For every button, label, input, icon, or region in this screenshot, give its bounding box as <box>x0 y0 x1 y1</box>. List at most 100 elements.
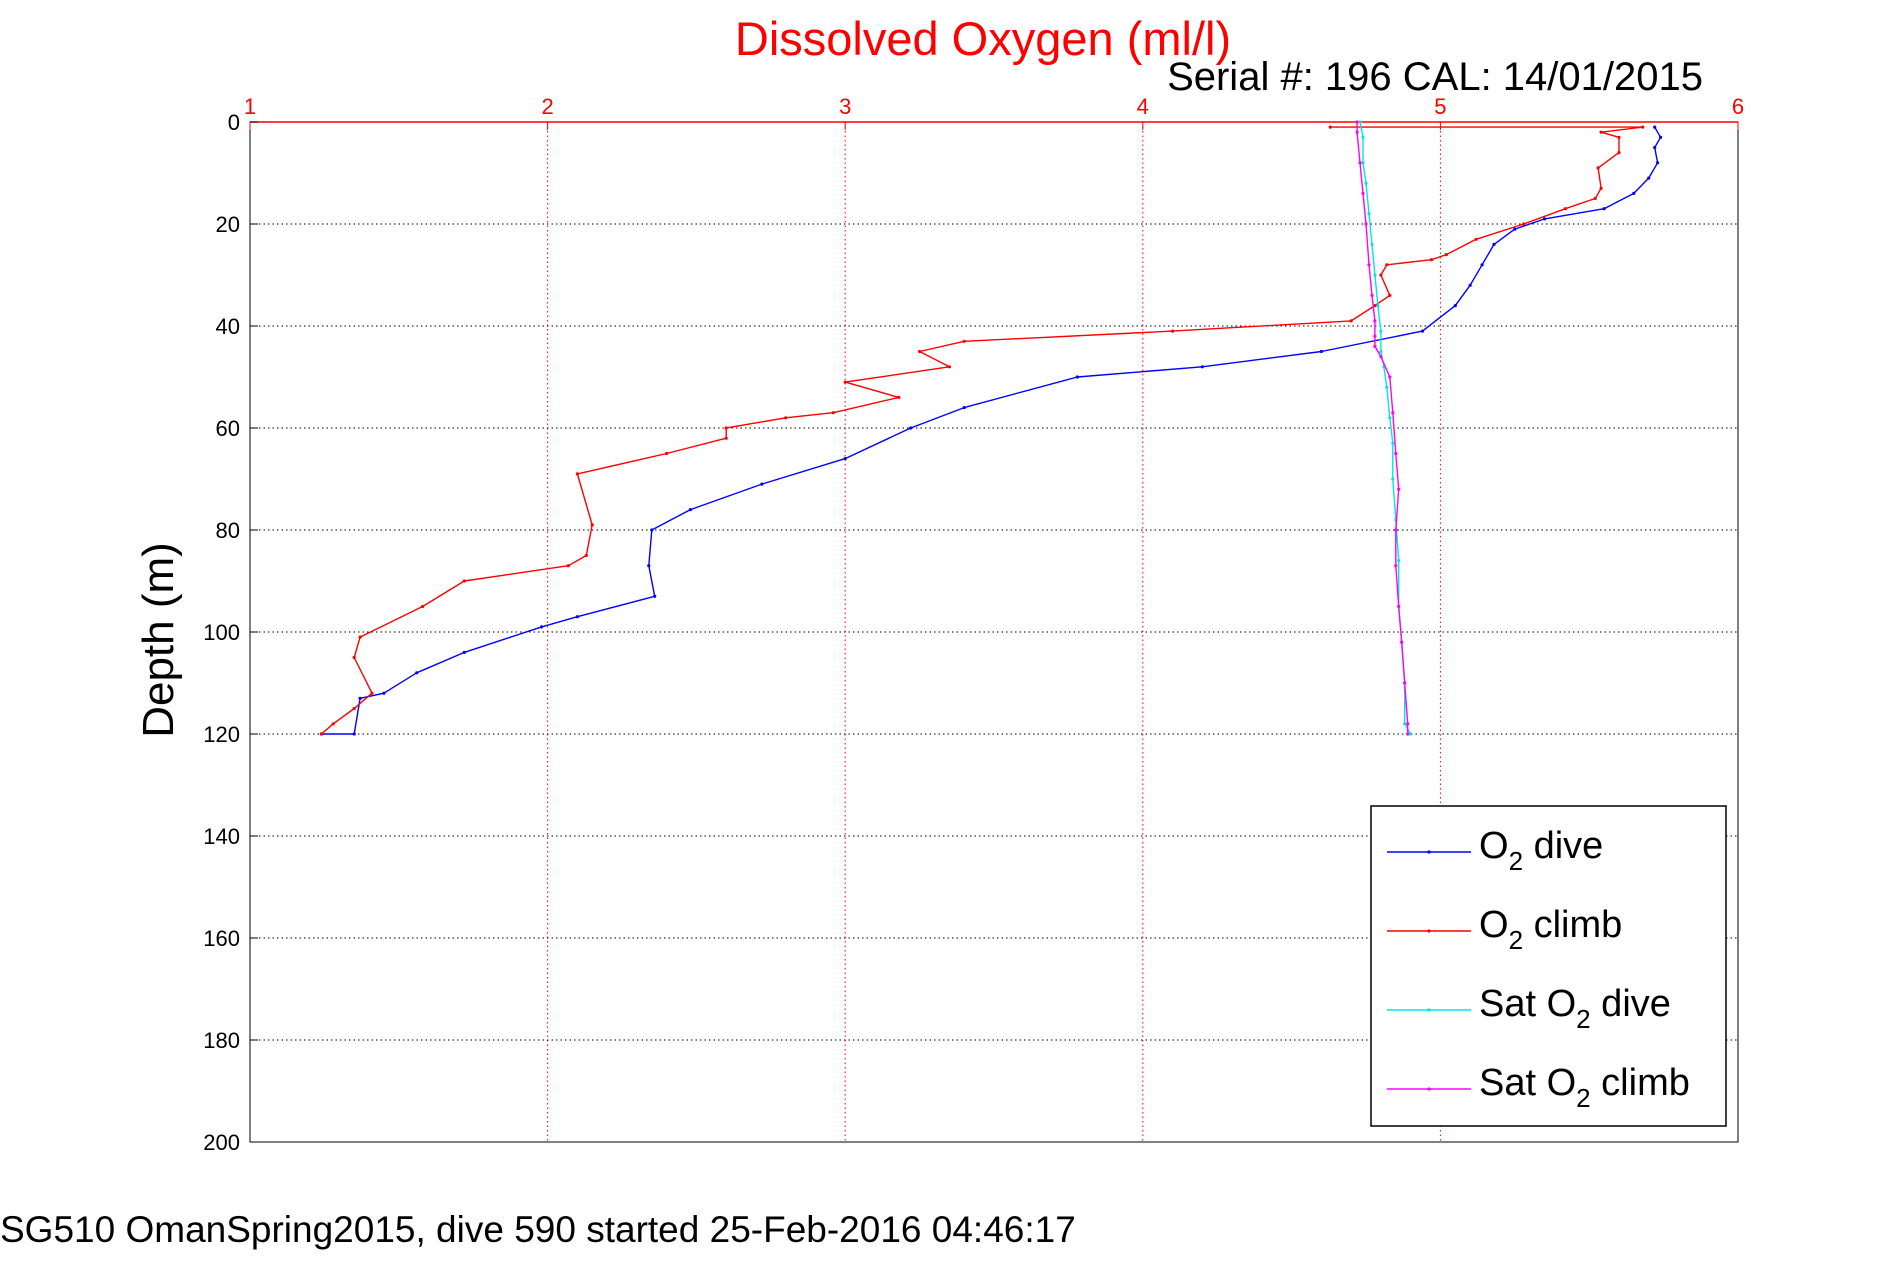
data-point-sat-o2-climb <box>1379 355 1383 359</box>
data-point-o2-dive <box>1319 349 1323 354</box>
series-group <box>319 120 1663 736</box>
data-point-sat-o2-dive <box>1364 181 1368 185</box>
legend-label: Sat O2 climb <box>1479 1062 1690 1113</box>
legend-marker <box>1427 929 1431 933</box>
data-point-sat-o2-climb <box>1370 293 1374 297</box>
data-point-o2-dive <box>653 594 657 598</box>
data-point-sat-o2-dive <box>1385 385 1389 389</box>
data-point-o2-climb <box>1474 237 1478 241</box>
data-point-o2-dive <box>688 508 693 512</box>
legend-label-suffix: dive <box>1591 983 1671 1025</box>
data-point-o2-climb <box>1599 130 1603 134</box>
data-point-o2-climb <box>1429 258 1434 262</box>
legend-marker <box>1427 850 1431 854</box>
data-point-o2-dive <box>575 615 580 619</box>
data-point-sat-o2-dive <box>1373 273 1377 277</box>
data-point-o2-climb <box>1349 319 1353 323</box>
legend-label-text: Sat O <box>1479 1062 1576 1104</box>
data-point-sat-o2-dive <box>1379 349 1383 354</box>
data-point-sat-o2-climb <box>1397 604 1401 609</box>
data-point-o2-climb <box>1379 273 1383 277</box>
data-point-o2-dive <box>1653 145 1657 150</box>
data-point-o2-climb <box>462 579 466 583</box>
data-point-o2-climb <box>566 564 571 568</box>
series-line-sat-o2-climb <box>1356 122 1409 734</box>
data-point-sat-o2-climb <box>1373 344 1377 348</box>
data-point-o2-dive <box>1513 227 1517 231</box>
data-point-sat-o2-climb <box>1355 120 1359 124</box>
data-point-sat-o2-climb <box>1397 487 1401 491</box>
legend-label-subscript: 2 <box>1509 925 1523 955</box>
data-point-sat-o2-climb <box>1373 319 1377 323</box>
x-tick-label: 5 <box>1434 94 1446 119</box>
data-point-sat-o2-climb <box>1400 640 1404 644</box>
legend-label: O2 dive <box>1479 825 1603 876</box>
y-tick-label: 180 <box>203 1028 240 1053</box>
data-point-o2-climb <box>319 732 323 736</box>
data-point-sat-o2-climb <box>1406 722 1410 726</box>
data-point-o2-climb <box>918 349 922 354</box>
data-point-sat-o2-climb <box>1358 161 1362 165</box>
y-tick-label: 60 <box>216 416 240 441</box>
data-point-sat-o2-dive <box>1397 559 1401 563</box>
data-point-o2-climb <box>1617 151 1621 155</box>
data-point-o2-climb <box>784 416 788 420</box>
data-point-o2-dive <box>1656 161 1660 165</box>
data-point-sat-o2-climb <box>1364 222 1368 226</box>
data-point-o2-climb <box>370 691 374 695</box>
data-point-o2-dive <box>909 426 913 430</box>
legend-label-suffix: climb <box>1591 1062 1690 1104</box>
data-point-sat-o2-climb <box>1361 191 1365 195</box>
data-point-o2-dive <box>1602 207 1606 211</box>
data-point-o2-dive <box>962 406 966 410</box>
legend-marker <box>1427 1008 1431 1012</box>
grid <box>250 122 1738 1142</box>
data-point-sat-o2-dive <box>1367 212 1371 216</box>
data-point-o2-dive <box>415 671 419 675</box>
data-point-o2-climb <box>897 395 901 399</box>
data-point-o2-climb <box>1593 196 1597 201</box>
data-point-o2-climb <box>843 380 847 384</box>
data-point-sat-o2-climb <box>1394 451 1398 456</box>
data-point-sat-o2-dive <box>1361 135 1365 139</box>
y-tick-label: 80 <box>216 518 240 543</box>
data-point-o2-climb <box>331 722 335 726</box>
x-tick-label: 4 <box>1137 94 1149 119</box>
data-point-o2-dive <box>1480 263 1484 267</box>
legend-label: Sat O2 dive <box>1479 983 1671 1034</box>
y-tick-label: 0 <box>228 110 240 135</box>
data-point-o2-dive <box>462 650 466 655</box>
data-point-o2-dive <box>843 457 847 461</box>
data-point-o2-dive <box>1492 242 1496 246</box>
data-point-o2-climb <box>1388 293 1392 297</box>
data-point-sat-o2-climb <box>1406 732 1410 736</box>
legend-label-text: Sat O <box>1479 983 1576 1025</box>
data-point-o2-climb <box>1599 186 1603 190</box>
legend-label-subscript: 2 <box>1509 846 1523 876</box>
data-point-sat-o2-dive <box>1361 161 1365 165</box>
data-point-o2-dive <box>760 482 764 486</box>
data-point-o2-climb <box>1373 304 1377 308</box>
data-point-sat-o2-climb <box>1367 263 1371 267</box>
data-point-o2-dive <box>358 696 362 700</box>
data-point-o2-climb <box>665 451 669 456</box>
data-point-sat-o2-climb <box>1403 681 1407 685</box>
data-point-o2-climb <box>831 411 835 415</box>
y-tick-label: 200 <box>203 1130 240 1155</box>
data-point-o2-climb <box>584 553 588 558</box>
data-point-o2-climb <box>1596 166 1600 170</box>
data-point-o2-dive <box>1468 283 1472 287</box>
x-tick-label: 3 <box>839 94 851 119</box>
data-point-o2-dive <box>352 732 356 736</box>
data-point-o2-climb <box>590 523 594 527</box>
legend-label-text: O <box>1479 904 1509 946</box>
data-point-o2-dive <box>1420 329 1425 333</box>
data-point-sat-o2-dive <box>1388 416 1392 420</box>
data-point-o2-dive <box>1653 125 1657 129</box>
data-point-o2-climb <box>947 365 952 369</box>
data-point-o2-dive <box>1647 176 1651 180</box>
data-point-sat-o2-climb <box>1394 528 1398 532</box>
x-tick-label: 1 <box>244 94 256 119</box>
